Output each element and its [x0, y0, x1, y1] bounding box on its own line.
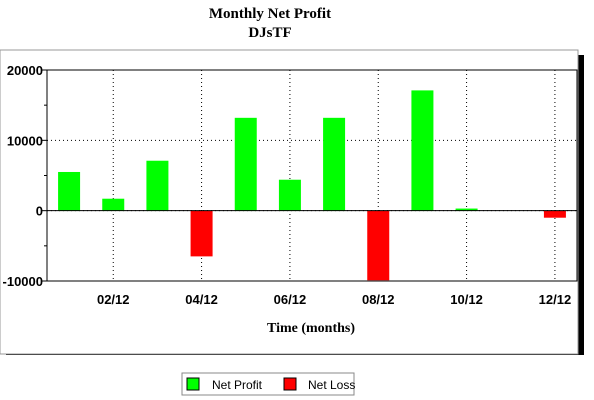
x-tick-label: 02/12	[97, 292, 130, 307]
legend-label-net-loss: Net Loss	[308, 378, 355, 392]
legend-swatch-net-profit	[186, 377, 200, 391]
y-tick-label: 10000	[7, 133, 43, 148]
chart-title: Monthly Net Profit	[209, 6, 331, 22]
legend-label-net-profit: Net Profit	[212, 378, 263, 392]
x-tick-label: 12/12	[539, 292, 572, 307]
bar-12-12	[543, 210, 566, 218]
bar-10-12	[455, 208, 478, 211]
legend-swatch-net-loss	[283, 377, 297, 391]
x-tick-label: 10/12	[450, 292, 483, 307]
bars	[47, 90, 577, 281]
legend: Net Profit Net Loss	[181, 372, 355, 396]
bar-07-12	[323, 117, 346, 211]
bar-03-12	[146, 160, 169, 211]
x-tick-label: 06/12	[274, 292, 307, 307]
y-tick-label: 0	[36, 204, 43, 219]
bar-08-12	[367, 210, 390, 281]
chart-subtitle: DJsTF	[248, 25, 291, 41]
y-tick-label: 20000	[7, 63, 43, 78]
bar-09-12	[411, 90, 434, 211]
x-axis-label: Time (months)	[267, 321, 355, 336]
x-axis-ticks: 02/12 04/12 06/12 08/12 10/12 12/12	[97, 292, 571, 307]
bar-02-12	[102, 198, 125, 211]
legend-box	[181, 372, 355, 396]
bar-04-12	[190, 210, 213, 257]
y-axis-ticks: -10000 0 10000 20000	[3, 63, 47, 289]
x-tick-label: 08/12	[362, 292, 395, 307]
bar-05-12	[234, 117, 257, 211]
bar-01-12	[58, 171, 81, 211]
y-tick-label: -10000	[3, 274, 43, 289]
bar-06-12	[278, 179, 301, 211]
x-tick-label: 04/12	[185, 292, 218, 307]
